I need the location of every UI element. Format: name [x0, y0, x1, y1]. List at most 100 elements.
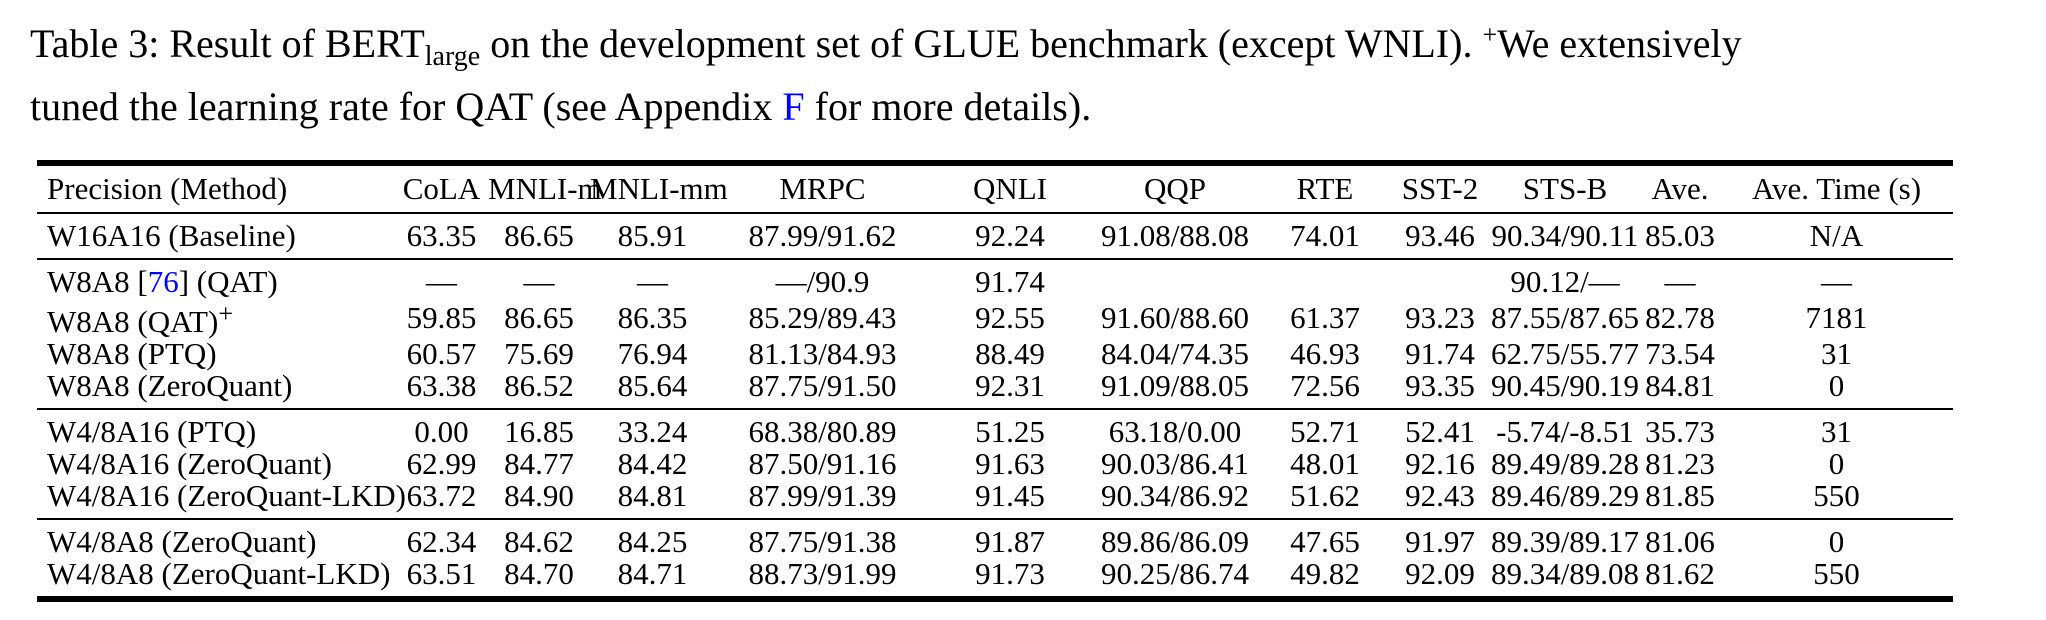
value-cell: 49.82 — [1290, 556, 1360, 591]
text-segment: W4/8A8 (ZeroQuant) — [47, 524, 317, 559]
value-cell: 81.06 — [1640, 518, 1720, 558]
value-cell: 33.24 — [590, 408, 715, 448]
value-cell: 87.99/91.62 — [715, 212, 930, 259]
value-cell: 47.65 — [1260, 518, 1390, 558]
column-header-mnli-m: MNLI-m — [488, 163, 602, 214]
value-cell: — — [488, 258, 590, 298]
table-caption: Table 3: Result of BERTlarge on the deve… — [30, 10, 2020, 132]
method-cell: W8A8 (QAT)+ — [37, 298, 395, 338]
value-cell: 0.00 — [395, 408, 488, 448]
value-cell: 75.69 — [504, 336, 574, 371]
value-cell: 91.60/88.60 — [1100, 300, 1250, 335]
column-header-qnli: QNLI — [930, 163, 1090, 214]
value-cell: 0 — [1828, 368, 1845, 403]
column-header-mnli-mm: MNLI-mm — [590, 163, 728, 214]
value-cell: 31 — [1720, 408, 1953, 448]
value-cell: 62.75/55.77 — [1490, 336, 1640, 371]
value-cell: 88.73/91.99 — [748, 556, 897, 591]
value-cell: 61.37 — [1290, 300, 1360, 335]
value-cell: 84.42 — [617, 446, 688, 481]
value-cell: 86.65 — [504, 300, 574, 335]
value-cell: 52.41 — [1390, 408, 1490, 448]
value-cell: 35.73 — [1640, 408, 1720, 448]
value-cell: 84.70 — [504, 556, 574, 591]
method-cell: W4/8A16 (ZeroQuant-LKD) — [37, 480, 406, 519]
value-cell: 89.46/89.29 — [1490, 478, 1640, 513]
value-cell: — — [1640, 258, 1720, 298]
table-row: W4/8A16 (PTQ) 0.00 16.85 33.24 68.38/80.89 51… — [37, 408, 1953, 448]
value-cell: 91.87 — [930, 518, 1090, 558]
table-row: W16A16 (Baseline) 63.35 86.65 85.91 87.99/91… — [37, 212, 1953, 259]
text-segment: large — [424, 41, 481, 72]
text-segment: W4/8A8 (ZeroQuant-LKD) — [47, 556, 391, 591]
value-cell: 63.72 — [406, 478, 477, 513]
value-cell: 74.01 — [1260, 212, 1390, 259]
value-cell: 91.73 — [975, 556, 1045, 591]
method-cell: W8A8 (ZeroQuant) — [37, 370, 395, 409]
value-cell: 63.35 — [395, 212, 488, 259]
value-cell: 82.78 — [1645, 300, 1715, 335]
value-cell: 85.29/89.43 — [748, 300, 897, 335]
value-cell: 92.31 — [975, 368, 1045, 403]
value-cell — [1390, 258, 1490, 298]
value-cell: 76.94 — [617, 336, 688, 371]
text-segment: W4/8A16 (ZeroQuant) — [47, 446, 332, 481]
text-segment: Table 3: Result of BERT — [30, 21, 425, 66]
table-row: W4/8A8 (ZeroQuant-LKD) 63.51 84.70 84.71 88.… — [37, 558, 1953, 599]
value-cell: 91.97 — [1390, 518, 1490, 558]
value-cell: 62.99 — [406, 446, 477, 481]
value-cell: 16.85 — [488, 408, 590, 448]
value-cell: 51.25 — [930, 408, 1090, 448]
value-cell: 81.13/84.93 — [748, 336, 897, 371]
value-cell: 72.56 — [1290, 368, 1360, 403]
table-row: W4/8A16 (ZeroQuant-LKD) 63.72 84.90 84.81 87… — [37, 480, 1953, 519]
caption-line-2: tuned the learning rate for QAT (see App… — [30, 82, 2020, 132]
value-cell: 87.99/91.39 — [748, 478, 897, 513]
citation-link[interactable]: 76 — [147, 264, 179, 299]
value-cell: 85.03 — [1640, 212, 1720, 259]
value-cell: 86.35 — [617, 300, 688, 335]
value-cell: 92.09 — [1405, 556, 1475, 591]
value-cell: 51.62 — [1290, 478, 1360, 513]
value-cell: 84.81 — [1645, 368, 1715, 403]
method-cell: W4/8A16 (PTQ) — [37, 408, 395, 448]
column-header-sts-b: STS-B — [1490, 163, 1640, 214]
value-cell: 59.85 — [406, 300, 477, 335]
value-cell: 550 — [1813, 478, 1860, 513]
column-header-rte: RTE — [1260, 163, 1390, 214]
table-row: W8A8 [76] (QAT) — — — —/90.9 91.74 90.12/— — — — [37, 258, 1953, 299]
text-segment: + — [218, 299, 233, 328]
value-cell: 86.52 — [504, 368, 574, 403]
column-header-ave-time-s: Ave. Time (s) — [1720, 163, 1953, 214]
value-cell: 63.51 — [406, 556, 477, 591]
table-row: W8A8 (PTQ) 60.57 75.69 76.94 81.13/84.93 88.4… — [37, 338, 1953, 370]
value-cell: 89.86/86.09 — [1090, 518, 1260, 558]
value-cell — [1260, 258, 1390, 298]
value-cell: 91.63 — [975, 446, 1045, 481]
value-cell: — — [395, 258, 488, 298]
method-cell: W8A8 (PTQ) — [37, 338, 395, 370]
appendix-link[interactable]: F — [782, 84, 805, 129]
column-header-ave: Ave. — [1640, 163, 1720, 214]
value-cell: 91.74 — [1405, 336, 1475, 371]
value-cell: 0 — [1720, 518, 1953, 558]
text-segment: W8A8 (PTQ) — [47, 336, 217, 371]
column-header-precision-method: Precision (Method) — [37, 163, 395, 214]
method-cell: W8A8 [76] (QAT) — [37, 258, 395, 299]
value-cell: 92.16 — [1405, 446, 1475, 481]
value-cell: N/A — [1720, 212, 1953, 259]
value-cell: 0 — [1828, 446, 1845, 481]
value-cell: 90.03/86.41 — [1100, 446, 1250, 481]
value-cell: 52.71 — [1260, 408, 1390, 448]
value-cell: 48.01 — [1290, 446, 1360, 481]
value-cell: 81.62 — [1645, 556, 1715, 591]
results-table: Precision (Method) CoLA MNLI-m MNLI-mm MRPC Q… — [37, 160, 1953, 602]
table-row: W4/8A8 (ZeroQuant) 62.34 84.62 84.25 87.75/9… — [37, 518, 1953, 559]
value-cell: 7181 — [1805, 300, 1868, 335]
column-header-cola: CoLA — [395, 163, 488, 214]
value-cell: 81.85 — [1645, 478, 1715, 513]
value-cell: 84.77 — [504, 446, 574, 481]
value-cell — [1090, 258, 1260, 298]
value-cell: 87.55/87.65 — [1490, 300, 1640, 335]
